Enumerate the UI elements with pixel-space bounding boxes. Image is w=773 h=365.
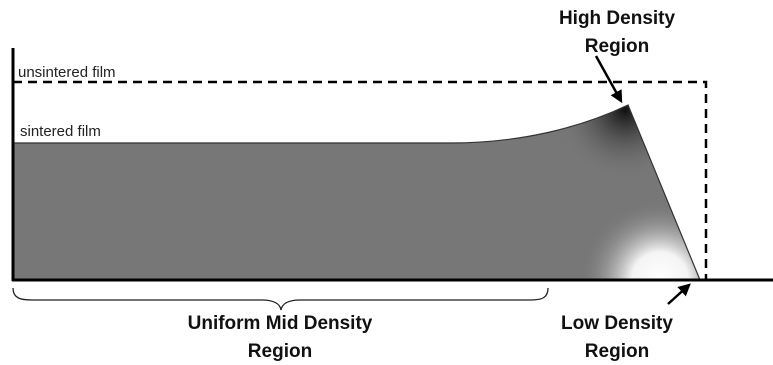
- uniform-label: Uniform Mid Density: [188, 313, 373, 334]
- diagram: unsintered film sintered film High Densi…: [0, 0, 773, 365]
- sintered-film-shape: [0, 0, 773, 365]
- uniform-label: Region: [248, 341, 312, 362]
- arrow-low: [668, 285, 689, 304]
- unsintered-label: unsintered film: [18, 64, 116, 81]
- brace: [13, 288, 548, 310]
- high-density-label: High Density: [559, 8, 676, 29]
- low-density-label: Region: [585, 341, 649, 362]
- sintered-label: sintered film: [20, 123, 101, 140]
- low-density-label: Low Density: [561, 313, 673, 334]
- high-density-label: Region: [585, 36, 649, 57]
- arrow-high: [596, 56, 621, 101]
